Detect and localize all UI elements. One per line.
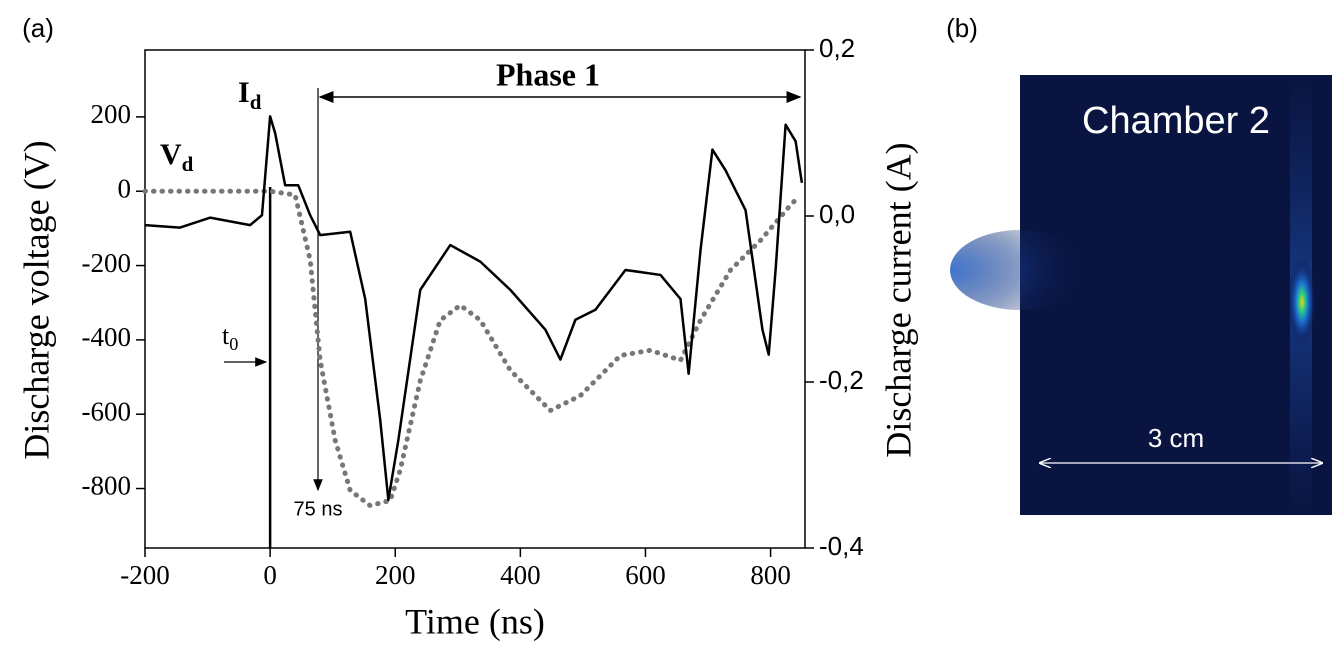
glow [1288, 258, 1316, 346]
t0-label: t0 [222, 321, 238, 354]
x-tick-label: 600 [625, 560, 666, 590]
y-axis-label: Discharge voltage (V) [16, 140, 56, 459]
phase-label: Phase 1 [496, 56, 600, 92]
plot-frame [144, 49, 806, 549]
x-tick-label: 200 [375, 560, 416, 590]
delay-label: 75 ns [294, 498, 343, 520]
y2-tick-label: 0,2 [819, 33, 855, 63]
glow [950, 230, 1090, 310]
series-label: Vd [160, 138, 194, 176]
x-tick-label: 400 [500, 560, 541, 590]
y-tick-label: 0 [118, 173, 132, 203]
y-tick-label: -400 [82, 322, 132, 352]
series-label: Id [238, 76, 262, 114]
series-label-sub: d [182, 152, 194, 176]
y-tick-label: -600 [82, 396, 132, 426]
x-axis-label: Time (ns) [405, 601, 545, 641]
series-label-main: V [160, 138, 182, 171]
x-tick-label: 800 [750, 560, 791, 590]
panel-label: (a) [22, 13, 54, 43]
series-line [142, 188, 802, 509]
x-tick-label: 0 [263, 560, 277, 590]
y-tick-label: -200 [82, 248, 132, 278]
y2-tick-label: -0,4 [819, 531, 864, 561]
y-tick-label: -800 [82, 471, 132, 501]
y2-tick-label: 0,0 [819, 199, 855, 229]
panel-label: (b) [946, 13, 978, 43]
t0-label-main: t [222, 321, 230, 350]
series-label-sub: d [250, 90, 262, 114]
image-title: Chamber 2 [1082, 100, 1270, 142]
y-tick-label: 200 [91, 99, 132, 129]
series-line [144, 115, 804, 502]
image-panel: Chamber 2 3 cm [950, 75, 1332, 515]
x-tick-label: -200 [120, 560, 170, 590]
t0-label-sub: 0 [229, 334, 238, 354]
scale-label: 3 cm [1148, 423, 1204, 453]
y2-axis-label: Discharge current (A) [878, 142, 918, 457]
series-label-main: I [238, 76, 250, 109]
y2-tick-label: -0,2 [819, 365, 864, 395]
